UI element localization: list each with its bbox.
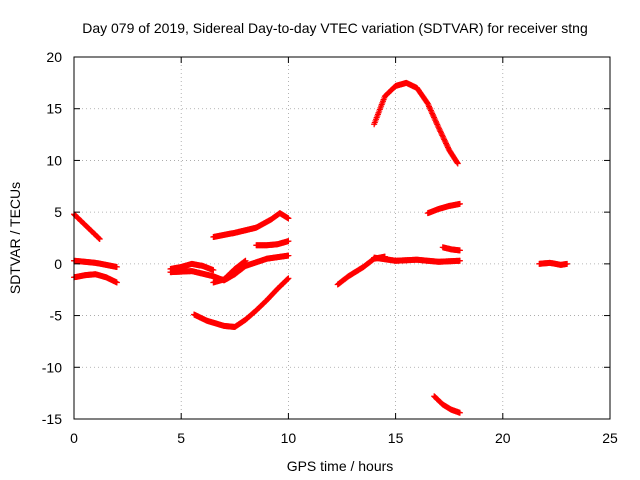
data-point-marker: [435, 124, 442, 131]
data-point-marker: [432, 118, 439, 125]
series-arc-f: [210, 210, 292, 240]
data-point-marker: [437, 128, 444, 135]
data-point-marker: [429, 110, 436, 117]
data-point-marker: [427, 106, 434, 113]
data-point-marker: [431, 114, 438, 121]
data-point-marker: [436, 127, 443, 134]
data-point-marker: [96, 236, 103, 243]
y-tick-label: 0: [54, 256, 62, 272]
data-point-marker: [434, 121, 441, 128]
y-tick-label: -5: [50, 308, 63, 324]
data-point-marker: [456, 200, 463, 207]
series-arc-h: [210, 257, 249, 286]
chart-title: Day 079 of 2019, Sidereal Day-to-day VTE…: [82, 20, 588, 36]
data-series: [71, 79, 571, 416]
data-point-marker: [210, 267, 217, 274]
data-point-marker: [433, 120, 440, 127]
data-point-marker: [440, 135, 447, 142]
series-arc-a: [71, 211, 103, 243]
data-point-marker: [432, 117, 439, 124]
x-axis-label: GPS time / hours: [287, 458, 394, 474]
series-arc-n: [439, 244, 463, 254]
data-point-marker: [113, 279, 120, 286]
data-point-marker: [443, 141, 450, 148]
x-tick-label: 20: [495, 430, 511, 446]
x-tick-label: 10: [281, 430, 297, 446]
data-point-marker: [425, 101, 432, 108]
x-tick-label: 15: [388, 430, 404, 446]
data-point-marker: [443, 140, 450, 147]
y-tick-label: 15: [46, 101, 62, 117]
data-point-marker: [434, 122, 441, 129]
data-point-marker: [436, 125, 443, 132]
series-arc-b: [71, 257, 120, 270]
series-arc-g: [191, 275, 292, 330]
series-arc-o: [431, 393, 463, 416]
data-point-marker: [430, 113, 437, 120]
data-point-marker: [564, 260, 571, 267]
data-point-marker: [439, 132, 446, 139]
data-point-marker: [285, 275, 292, 282]
series-arc-d: [167, 260, 217, 274]
data-point-marker: [284, 276, 291, 283]
data-point-marker: [441, 136, 448, 143]
data-point-marker: [428, 108, 435, 115]
y-axis-label: SDTVAR / TECUs: [7, 182, 23, 294]
data-point-marker: [456, 257, 463, 264]
series-arc-l: [371, 254, 463, 265]
data-point-marker: [424, 100, 431, 107]
grid-lines: [74, 57, 610, 419]
data-point-marker: [285, 215, 292, 222]
x-tick-label: 0: [70, 430, 78, 446]
data-point-marker: [454, 159, 461, 166]
data-point-marker: [442, 139, 449, 146]
data-point-marker: [427, 107, 434, 114]
y-tick-label: 10: [46, 152, 62, 168]
data-point-marker: [454, 160, 461, 167]
data-point-marker: [426, 103, 433, 110]
data-point-marker: [438, 131, 445, 138]
data-point-marker: [113, 263, 120, 270]
data-point-marker: [438, 129, 445, 136]
x-tick-label: 25: [602, 430, 618, 446]
y-tick-label: -10: [42, 359, 62, 375]
series-arc-p: [536, 259, 571, 268]
data-point-marker: [242, 257, 249, 264]
series-arc-c: [71, 271, 120, 286]
axis-ticks: 0 5 10 15 20 25 -15 -10 -5 0 5 10 15 20: [42, 49, 618, 446]
plot-border: [73, 56, 611, 420]
series-arc-i: [253, 238, 292, 249]
data-point-marker: [441, 137, 448, 144]
data-point-marker: [426, 104, 433, 111]
y-tick-label: 20: [46, 49, 62, 65]
series-arc-k: [371, 79, 461, 167]
series-arc-m: [424, 200, 463, 217]
data-point-marker: [444, 143, 451, 150]
x-tick-label: 5: [177, 430, 185, 446]
data-point-marker: [429, 111, 436, 118]
data-point-marker: [439, 133, 446, 140]
data-point-marker: [431, 115, 438, 122]
data-point-marker: [285, 238, 292, 245]
data-point-marker: [444, 144, 451, 151]
data-point-marker: [456, 409, 463, 416]
data-point-marker: [285, 252, 292, 259]
y-tick-label: -15: [42, 411, 62, 427]
data-point-marker: [456, 247, 463, 254]
y-tick-label: 5: [54, 204, 62, 220]
data-point-marker: [284, 275, 291, 282]
